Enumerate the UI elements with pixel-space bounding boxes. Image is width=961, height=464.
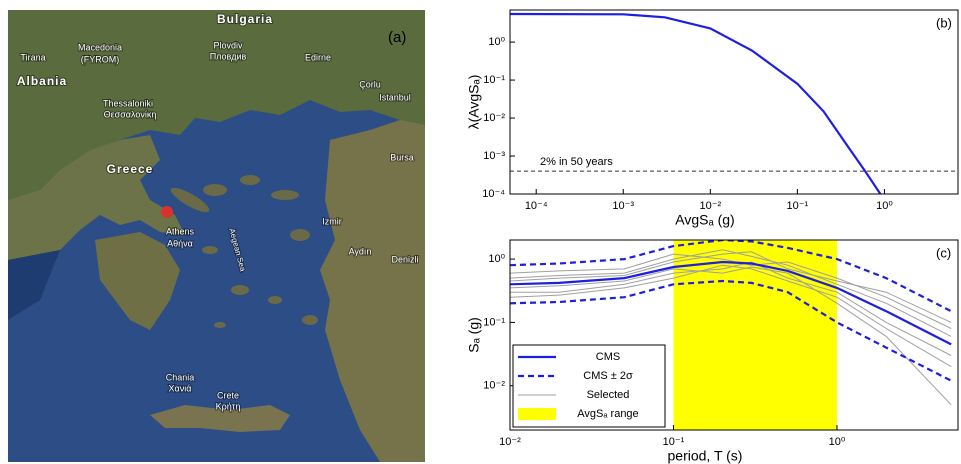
y-tick-label: 10⁻³ (483, 150, 505, 162)
map-label: Aydın (349, 246, 372, 256)
panel-label: (c) (936, 245, 951, 260)
panel-label: (a) (388, 29, 406, 46)
map-label: (FYROM) (81, 54, 120, 64)
map-label: Θεσσαλονίκη (104, 109, 157, 119)
map-label: Αθήνα (167, 238, 193, 248)
x-tick-label: 10⁻³ (612, 200, 634, 212)
map-label: Пловдив (210, 51, 247, 61)
map-label: Χανιά (169, 383, 192, 393)
map-label: Bulgaria (217, 12, 273, 26)
map-label: Κρήτη (216, 401, 241, 411)
x-axis-label: AvgSₐ (g) (675, 212, 734, 228)
legend-label: CMS ± 2σ (583, 370, 633, 382)
plot: 2% in 50 years (510, 14, 958, 194)
figure: Bulgaria Tirana Macedonia (FYROM) Plovdi… (0, 0, 961, 464)
legend-label: AvgSₐ range (577, 408, 638, 420)
y-tick-label: 10⁻⁴ (482, 188, 505, 200)
map-label: Izmir (322, 216, 342, 226)
map-label: Athens (166, 226, 195, 236)
x-tick-label: 10⁰ (829, 436, 846, 448)
legend-swatch (518, 408, 556, 420)
x-tick-label: 10⁻¹ (787, 200, 809, 212)
y-tick-label: 10⁰ (488, 36, 505, 48)
map-label: Greece (107, 162, 154, 176)
map-label: Thessaloniki (103, 98, 153, 108)
map-label: Edirne (305, 52, 331, 62)
x-axis-label: period, T (s) (668, 448, 743, 464)
legend-label: Selected (587, 389, 630, 401)
x-tick-label: 10⁻⁴ (525, 200, 548, 212)
x-tick-label: 10⁻² (499, 436, 521, 448)
x-tick-label: 10⁻¹ (663, 436, 685, 448)
map-label: Istanbul (379, 92, 411, 102)
map-label: Chania (166, 372, 195, 382)
map-label: Bursa (390, 152, 414, 162)
range-band (673, 240, 836, 430)
y-tick-label: 10⁻² (483, 112, 505, 124)
map-label: Albania (17, 74, 67, 88)
map-label: Crete (217, 390, 239, 400)
x-tick-label: 10⁰ (876, 200, 893, 212)
map-label: Denizli (391, 254, 418, 264)
y-axis-label: Sₐ (g) (466, 317, 482, 353)
map-label: Plovdiv (213, 40, 243, 50)
map-label: Tirana (20, 52, 45, 62)
y-tick-label: 10⁻² (483, 380, 505, 392)
x-tick-label: 10⁻² (699, 200, 721, 212)
legend-label: CMS (596, 351, 620, 363)
panel-label: (b) (936, 15, 952, 30)
y-tick-label: 10⁻¹ (483, 74, 505, 86)
y-axis-label: λ(AvgSₐ) (466, 75, 482, 130)
y-tick-label: 10⁰ (488, 253, 505, 265)
map-label: Çorlu (359, 79, 381, 89)
y-tick-label: 10⁻¹ (483, 316, 505, 328)
map-label: Macedonia (78, 42, 122, 52)
annotation: 2% in 50 years (540, 156, 613, 168)
